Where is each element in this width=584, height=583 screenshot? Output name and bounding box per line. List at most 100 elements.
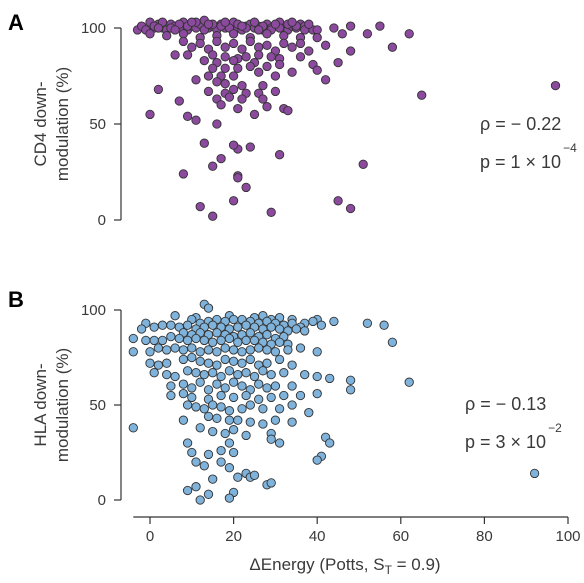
scatter-point (233, 337, 243, 347)
scatter-point (153, 343, 164, 353)
scatter-point (212, 77, 222, 87)
scatter-point (295, 390, 306, 401)
scatter-point (203, 71, 214, 81)
scatter-point (224, 333, 235, 344)
scatter-point (157, 335, 168, 346)
scatter-point (195, 201, 205, 212)
scatter-point (550, 80, 561, 91)
scatter-point (224, 415, 235, 425)
scatter-point (283, 105, 293, 116)
scatter-point (529, 468, 540, 479)
scatter-point (279, 368, 289, 378)
scatter-point (233, 103, 243, 114)
scatter-point (233, 369, 243, 380)
scatter-point (199, 335, 209, 346)
scatter-point (254, 42, 264, 52)
scatter-point (254, 379, 264, 389)
scatter-point (203, 489, 214, 499)
scatter-point (212, 328, 222, 338)
scatter-point (312, 25, 322, 35)
scatter-point (191, 457, 201, 467)
panel-letter: A (8, 10, 24, 35)
scatter-point (254, 50, 264, 60)
scatter-point (245, 36, 255, 47)
scatter-point (295, 52, 306, 62)
scatter-point (187, 42, 197, 52)
scatter-point (375, 21, 385, 31)
scatter-point (187, 383, 197, 393)
scatter-point (237, 94, 247, 104)
scatter-point (287, 67, 297, 77)
scatter-point (258, 419, 268, 429)
scatter-point (308, 316, 318, 327)
scatter-point (337, 29, 347, 39)
scatter-point (208, 320, 218, 330)
scatter-point (262, 29, 272, 39)
scatter-point (274, 324, 285, 334)
scatter-point (195, 347, 205, 357)
scatter-point (220, 42, 230, 52)
scatter-point (228, 196, 239, 206)
y-tick-label: 50 (89, 397, 106, 414)
scatter-point (262, 102, 272, 112)
scatter-point (262, 358, 272, 368)
scatter-point (258, 80, 268, 91)
scatter-point (170, 25, 180, 35)
scatter-point (228, 447, 239, 458)
scatter-point (320, 40, 331, 50)
scatter-point (178, 345, 189, 355)
scatter-point (258, 366, 268, 376)
scatter-point (345, 375, 356, 385)
scatter-point (208, 337, 218, 347)
scatter-point (216, 371, 226, 382)
scatter-point (245, 345, 255, 355)
scatter-point (195, 423, 205, 433)
scatter-point (220, 428, 230, 439)
scatter-point (362, 318, 373, 328)
scatter-point (228, 140, 239, 150)
scatter-point (203, 358, 214, 368)
scatter-point (182, 335, 193, 346)
scatter-point (312, 65, 322, 75)
scatter-point (266, 52, 276, 62)
scatter-point (166, 381, 176, 391)
scatter-point (254, 25, 264, 35)
scatter-point (212, 36, 222, 47)
scatter-point (195, 495, 205, 505)
scatter-point (266, 207, 276, 217)
scatter-point (233, 173, 243, 183)
scatter-point (304, 46, 314, 56)
scatter-point (245, 61, 255, 72)
scatter-point (262, 330, 272, 340)
scatter-point (170, 343, 180, 353)
scatter-point (145, 347, 155, 357)
scatter-point (191, 368, 201, 378)
scatter-point (178, 29, 189, 39)
scatter-point (220, 17, 230, 27)
p-value-exponent: −2 (548, 421, 562, 435)
scatter-point (208, 161, 218, 171)
scatter-point (274, 59, 285, 70)
scatter-point (199, 461, 209, 471)
scatter-point (387, 42, 398, 52)
scatter-point (266, 478, 276, 488)
scatter-point (187, 352, 197, 363)
scatter-point (228, 29, 239, 39)
scatter-point (279, 390, 289, 401)
scatter-point (312, 347, 322, 357)
scatter-point (149, 335, 159, 346)
scatter-point (254, 67, 264, 77)
scatter-point (153, 23, 164, 33)
scatter-point (212, 347, 222, 357)
scatter-point (262, 61, 272, 72)
scatter-point (191, 75, 201, 85)
scatter-point (224, 438, 235, 448)
scatter-point (329, 316, 339, 327)
scatter-point (224, 92, 235, 102)
scatter-point (162, 345, 172, 355)
scatter-point (228, 38, 239, 49)
scatter-point (274, 150, 285, 160)
scatter-point (325, 373, 335, 384)
scatter-point (145, 29, 155, 39)
